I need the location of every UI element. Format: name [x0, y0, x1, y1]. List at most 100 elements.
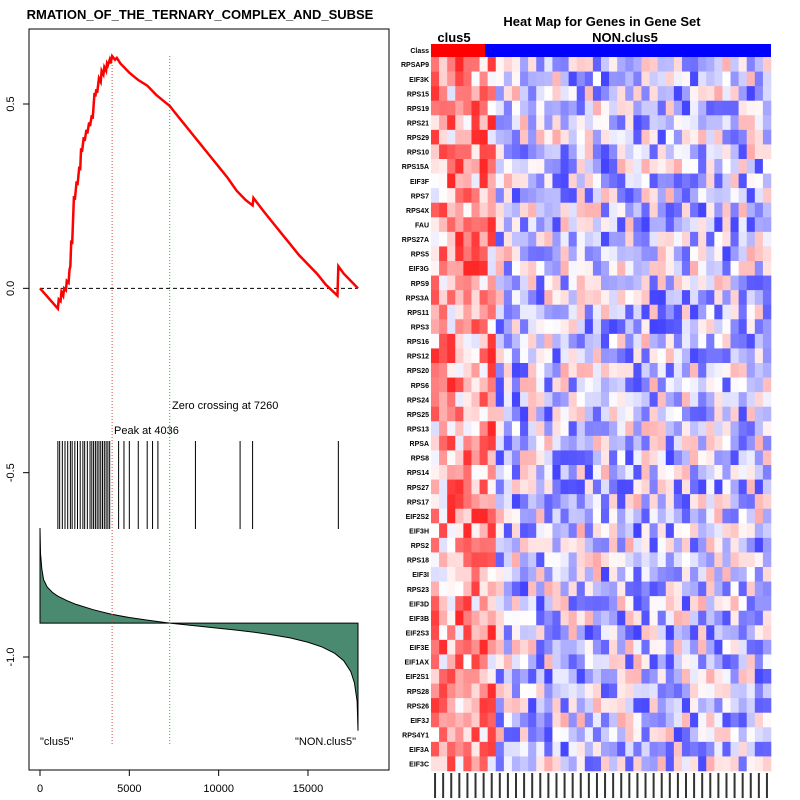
heatmap-cell [503, 698, 513, 714]
heatmap-cell [609, 669, 618, 684]
heatmap-cell [584, 639, 594, 655]
heatmap-cell [649, 363, 658, 378]
heatmap-cell [625, 683, 634, 699]
heatmap-cell [690, 567, 699, 582]
heatmap-cell [487, 450, 497, 466]
heatmap-cell [641, 173, 650, 189]
heatmap-cell [487, 115, 497, 131]
heatmap-cell [592, 129, 602, 145]
heatmap-cell [714, 144, 723, 160]
heatmap-cell [592, 57, 602, 72]
heatmap-cell [609, 625, 618, 641]
heatmap-cell [665, 71, 675, 87]
heatmap-cell [439, 319, 448, 335]
heatmap-cell [746, 683, 756, 699]
heatmap-cell [633, 465, 642, 480]
heatmap-cell [738, 173, 748, 189]
heatmap-cell [592, 639, 602, 655]
heatmap-cell [698, 406, 707, 422]
heatmap-cell [690, 669, 699, 684]
heatmap-cell [503, 508, 513, 524]
heatmap-cell [455, 596, 464, 612]
heatmap-cell [520, 421, 529, 437]
heatmap-cell [520, 698, 529, 714]
heatmap-cell [471, 756, 480, 772]
heatmap-cell [617, 363, 626, 378]
heatmap-cell [495, 304, 505, 320]
heatmap-cell [601, 669, 610, 684]
heatmap-cell [738, 596, 748, 612]
heatmap-cell [592, 86, 602, 102]
heatmap-cell [706, 610, 715, 626]
heatmap-cell [746, 523, 756, 539]
heatmap-cell [617, 333, 626, 349]
heatmap-cell [455, 741, 464, 757]
heatmap-cell [641, 450, 650, 466]
heatmap-cell [592, 741, 602, 757]
heatmap-cell [706, 188, 715, 204]
heatmap-cell [665, 435, 675, 451]
heatmap-cell [455, 144, 464, 160]
heatmap-cell [536, 450, 545, 466]
heatmap-cell [544, 348, 553, 364]
heatmap-cell [738, 727, 748, 743]
heatmap-cell [633, 712, 642, 728]
heatmap-cell [511, 537, 521, 553]
heatmap-cell [447, 217, 456, 233]
heatmap-cell [601, 523, 610, 539]
heatmap-cell [528, 654, 537, 670]
heatmap-cell [528, 261, 537, 276]
heatmap-cell [722, 610, 731, 626]
heatmap-cell [536, 348, 545, 364]
heatmap-cell [568, 406, 578, 422]
heatmap-cell [568, 494, 578, 510]
heatmap-cell [528, 319, 537, 335]
heatmap-cell [714, 71, 723, 87]
heatmap-cell [511, 523, 521, 539]
heatmap-cell [520, 100, 529, 116]
heatmap-cell [552, 741, 561, 757]
heatmap-cell [544, 231, 553, 247]
heatmap-cell [633, 231, 642, 247]
heatmap-cell [681, 217, 691, 233]
heatmap-cell [592, 100, 602, 116]
heatmap-cell [568, 100, 578, 116]
heatmap-cell [681, 159, 691, 174]
heatmap-cell [625, 115, 634, 131]
heatmap-cell [471, 231, 480, 247]
heatmap-cell [439, 567, 448, 582]
heatmap-cell [657, 669, 667, 684]
heatmap-cell [439, 508, 448, 524]
heatmap-cell [487, 159, 497, 174]
heatmap-cell [625, 348, 634, 364]
heatmap-cell [455, 421, 464, 437]
heatmap-cell [601, 217, 610, 233]
heatmap-cell [722, 231, 731, 247]
heatmap-cell [722, 698, 731, 714]
heatmap-cell [560, 304, 569, 320]
heatmap-cell [690, 217, 699, 233]
heatmap-cell [657, 610, 667, 626]
heatmap-cell [544, 712, 553, 728]
heatmap-cell [625, 188, 634, 204]
heatmap-cell [520, 639, 529, 655]
heatmap-cell [706, 698, 715, 714]
heatmap-cell [463, 435, 472, 451]
heatmap-cell [592, 727, 602, 743]
heatmap-cell [714, 712, 723, 728]
heatmap-cell [762, 625, 772, 641]
heatmap-cell [738, 741, 748, 757]
heatmap-cell [681, 523, 691, 539]
heatmap-cell [609, 377, 618, 393]
heatmap-cell [722, 348, 731, 364]
heatmap-cell [762, 333, 772, 349]
heatmap-cell [568, 479, 578, 495]
heatmap-cell [657, 494, 667, 510]
heatmap-cell [609, 756, 618, 772]
heatmap-cell [714, 217, 723, 233]
heatmap-cell [762, 435, 772, 451]
heatmap-cell [503, 756, 513, 772]
heatmap-cell [633, 683, 642, 699]
heatmap-cell [511, 669, 521, 684]
